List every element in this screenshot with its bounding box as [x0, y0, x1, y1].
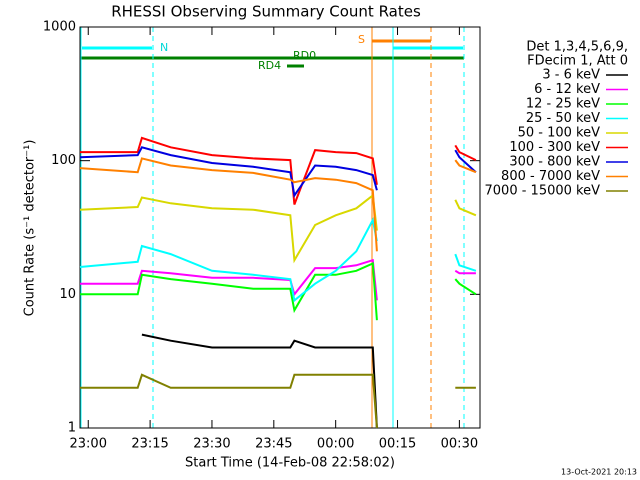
x-axis-label: Start Time (14-Feb-08 22:58:02)	[185, 456, 395, 471]
legend-label: 6 - 12 keV	[534, 82, 600, 97]
y-tick-label: 100	[51, 153, 76, 168]
legend-header: Det 1,3,4,5,6,9,	[526, 40, 628, 55]
flag-label: RD0	[293, 49, 316, 62]
legend-label: 12 - 25 keV	[526, 97, 600, 112]
y-tick-label: 10	[59, 287, 76, 302]
legend-header: FDecim 1, Att 0	[527, 54, 628, 69]
chart-title: RHESSI Observing Summary Count Rates	[111, 3, 421, 21]
flags: N S RD0 RD4	[81, 33, 464, 72]
series-line	[141, 333, 378, 429]
flag-label: S	[358, 33, 365, 46]
y-tick-label: 1	[68, 421, 76, 436]
series-line	[80, 258, 476, 301]
legend-label: 25 - 50 keV	[526, 111, 600, 126]
series-line	[80, 373, 476, 429]
flag-label: N	[160, 41, 168, 54]
x-tick-label: 00:30	[441, 437, 478, 452]
legend-label: 50 - 100 keV	[518, 126, 601, 141]
series-line	[79, 217, 477, 303]
legend-label: 7000 - 15000 keV	[485, 184, 601, 199]
plot-frame	[79, 26, 481, 429]
legend-label: 100 - 300 keV	[509, 140, 600, 155]
series-line	[80, 136, 477, 205]
x-tick-label: 23:30	[193, 437, 230, 452]
x-tick-label: 23:15	[131, 437, 168, 452]
series-line	[79, 157, 477, 252]
x-tick-label: 23:00	[70, 437, 107, 452]
legend-label: 300 - 800 keV	[509, 155, 600, 170]
legend-label: 800 - 7000 keV	[501, 169, 600, 184]
footer: 13-Oct-2021 20:13	[561, 468, 637, 477]
y-axis-label: Count Rate (s⁻¹ detector⁻¹)	[23, 140, 38, 317]
y-tick-label: 1000	[43, 20, 76, 35]
series-line	[79, 146, 477, 198]
x-tick-label: 00:15	[379, 437, 416, 452]
legend-label: 3 - 6 keV	[542, 68, 600, 83]
x-tick-label: 23:45	[255, 437, 292, 452]
x-tick-label: 00:00	[317, 437, 354, 452]
flag-label: RD4	[258, 59, 281, 72]
markers	[80, 27, 465, 428]
series-line	[80, 262, 477, 321]
series-line	[79, 193, 477, 264]
